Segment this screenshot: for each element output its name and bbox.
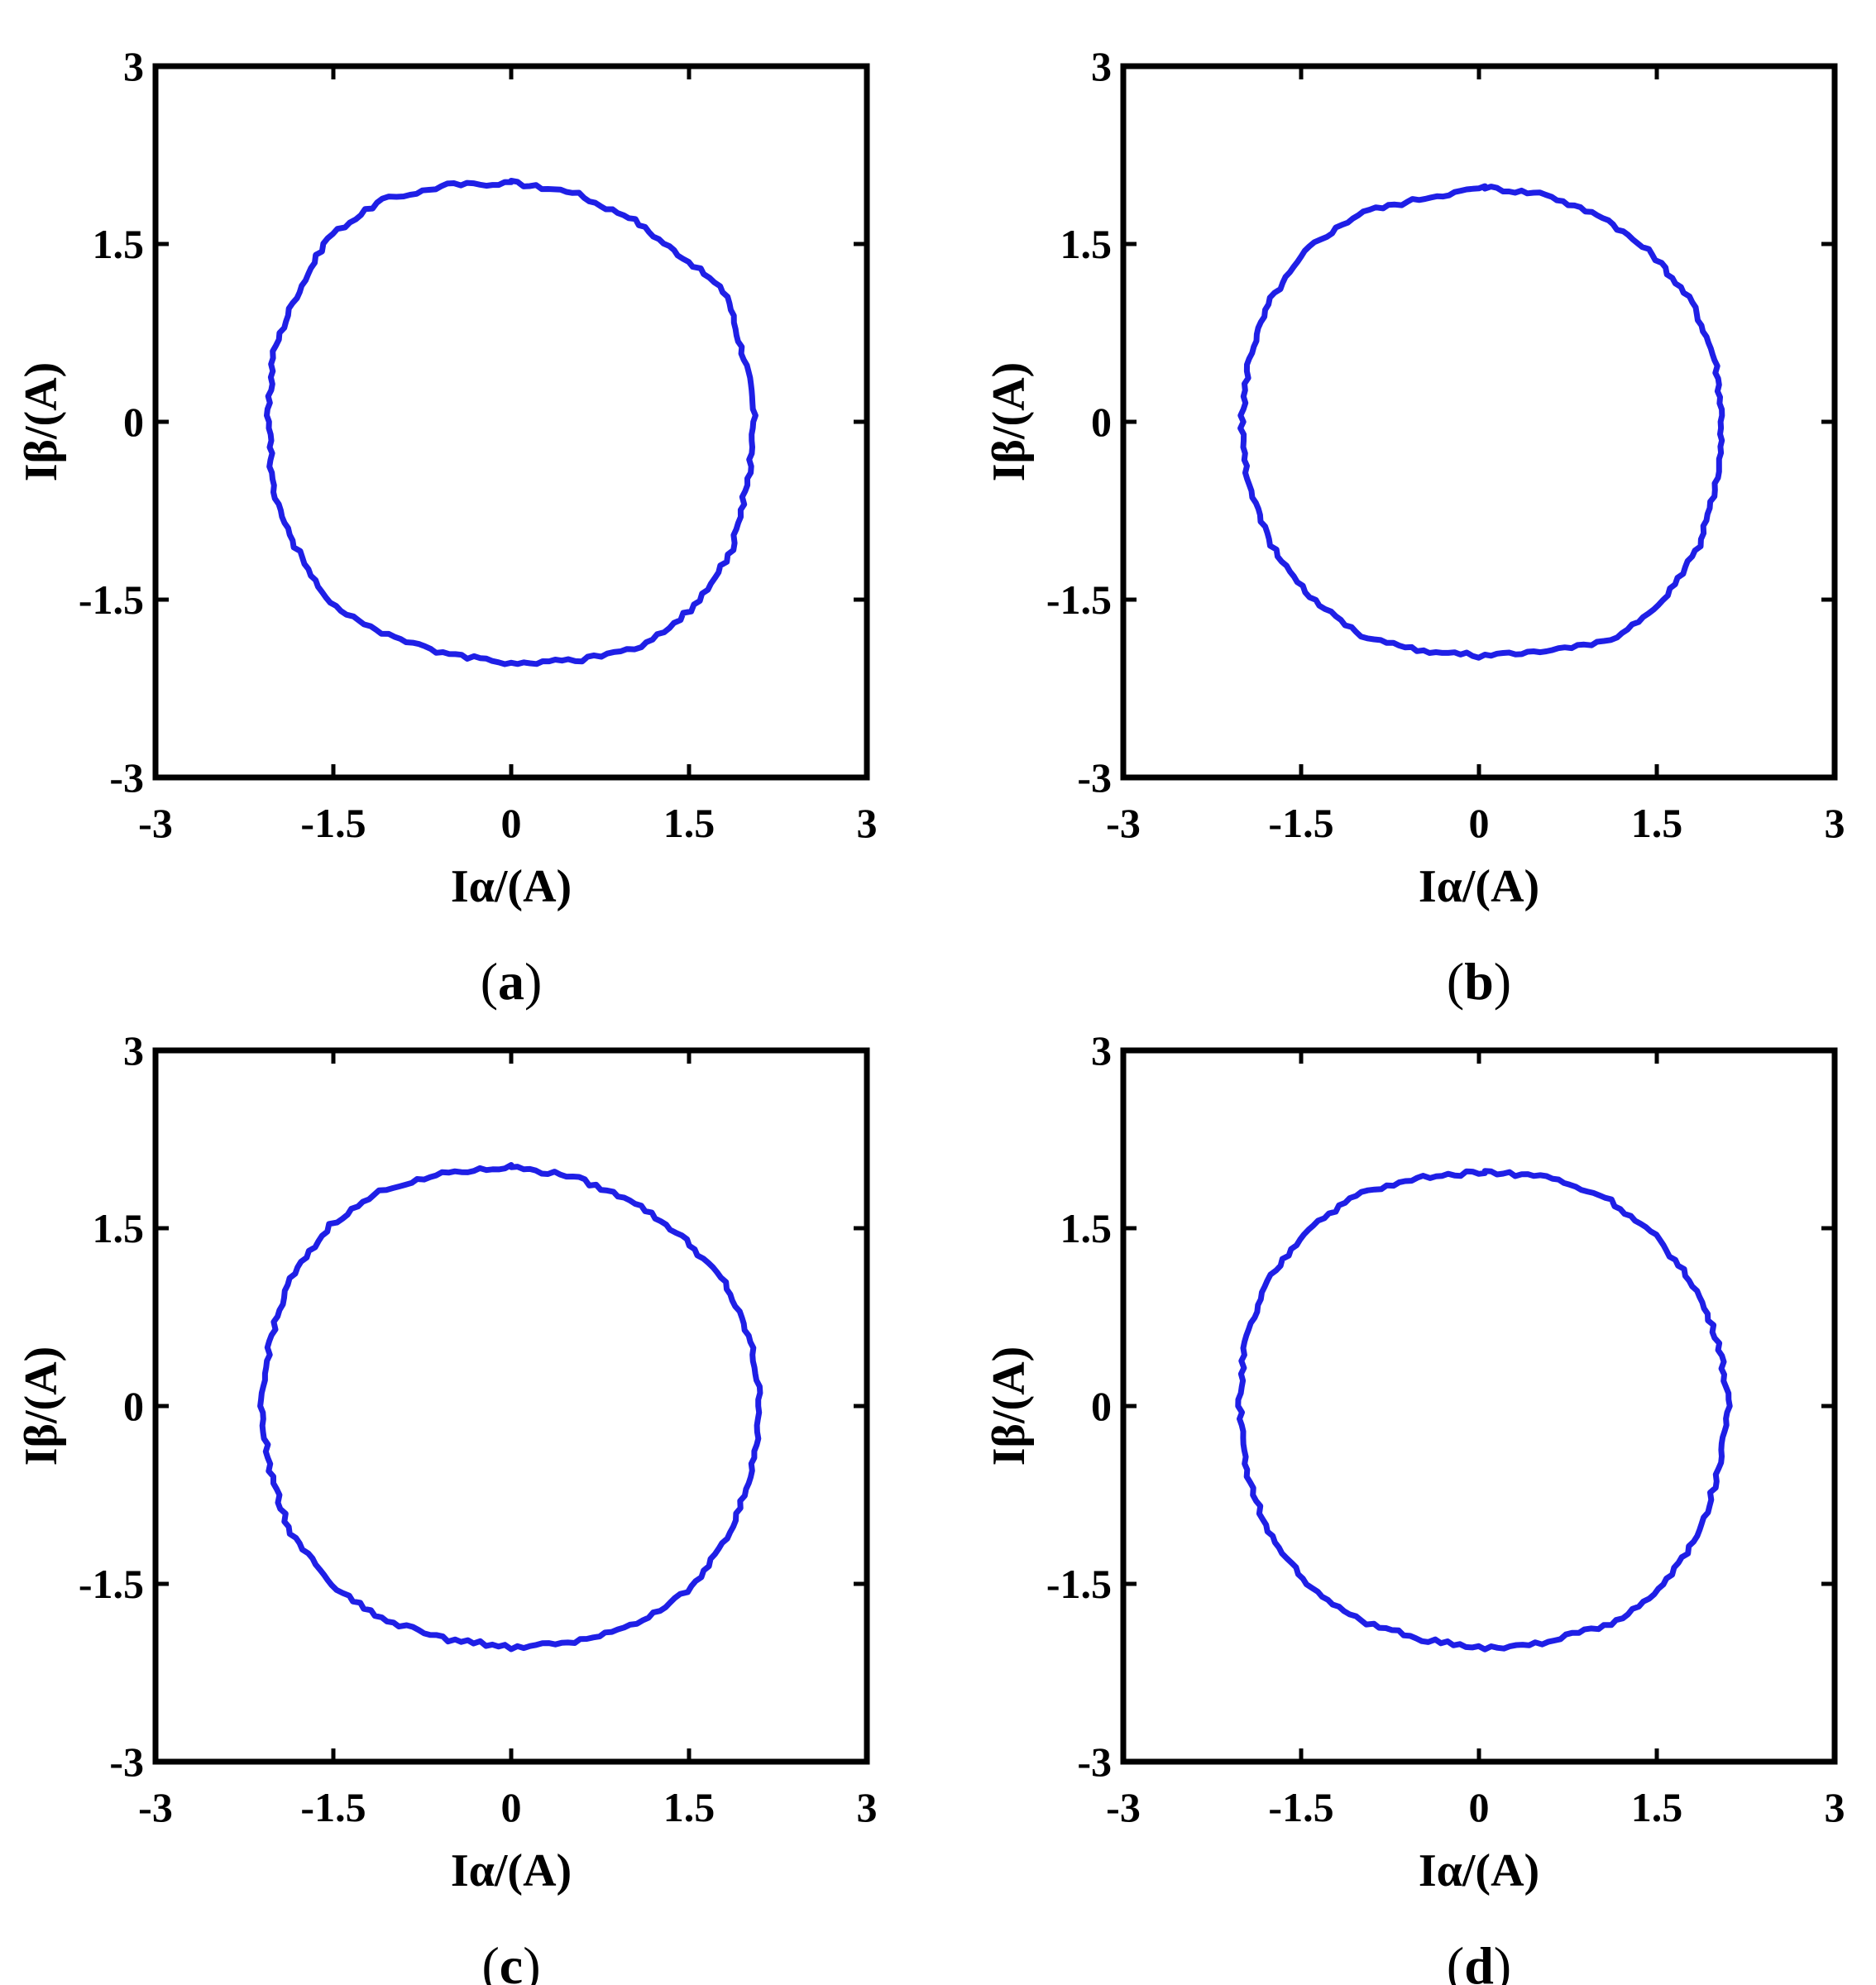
y-tick-label: -3 bbox=[109, 754, 144, 801]
series-line-c bbox=[257, 1162, 763, 1653]
x-tick-label: 0 bbox=[1469, 1784, 1490, 1830]
y-tick-label: 3 bbox=[123, 43, 144, 89]
panel-label: (a) bbox=[481, 952, 543, 1011]
x-tick-label: -1.5 bbox=[1268, 1784, 1333, 1830]
panel-d: -3 -1.5 0 1.5 3 -3 -1.5 0 1.5 3 Iα/(A) Iβ/(A) (d) bbox=[983, 1027, 1845, 1985]
y-tick-label: 1.5 bbox=[93, 221, 145, 267]
y-tick-label: 0 bbox=[1091, 1383, 1112, 1429]
x-tick-label: -3 bbox=[1106, 800, 1141, 846]
x-tick-label: -1.5 bbox=[300, 1784, 366, 1830]
y-axis-label: Iβ/(A) bbox=[983, 362, 1035, 482]
y-tick-label: -3 bbox=[1077, 1739, 1112, 1785]
x-tick-label: -1.5 bbox=[1268, 800, 1333, 846]
y-tick-label: -3 bbox=[109, 1739, 144, 1785]
series-line-d bbox=[1235, 1168, 1733, 1653]
y-axis-label: Iβ/(A) bbox=[16, 1346, 67, 1466]
x-tick-label: 3 bbox=[1825, 800, 1845, 846]
panel-label: (b) bbox=[1447, 952, 1511, 1011]
panel-a: -3 -1.5 0 1.5 3 -3 -1.5 0 1.5 3 Iα/(A) Iβ/(A) (a) bbox=[16, 43, 878, 1011]
x-tick-label: 0 bbox=[501, 1784, 522, 1830]
x-axis-label: Iα/(A) bbox=[1419, 1845, 1539, 1897]
y-tick-label: 0 bbox=[123, 399, 144, 445]
x-tick-label: 3 bbox=[857, 1784, 878, 1830]
y-tick-label: -1.5 bbox=[1046, 576, 1112, 623]
panel-c: -3 -1.5 0 1.5 3 -3 -1.5 0 1.5 3 Iα/(A) Iβ/(A) (c) bbox=[16, 1027, 878, 1985]
x-tick-label: 3 bbox=[857, 800, 878, 846]
x-tick-label: 0 bbox=[1469, 800, 1490, 846]
y-tick-label: 0 bbox=[123, 1383, 144, 1429]
y-tick-label: -1.5 bbox=[1046, 1561, 1112, 1607]
x-tick-label: 1.5 bbox=[1631, 1784, 1683, 1830]
y-tick-label: 3 bbox=[1091, 43, 1112, 89]
panel-label: (c) bbox=[481, 1936, 540, 1985]
x-axis-label: Iα/(A) bbox=[451, 861, 572, 912]
y-tick-label: -1.5 bbox=[79, 1561, 144, 1607]
y-tick-label: 1.5 bbox=[1060, 221, 1113, 267]
series-line-b bbox=[1237, 183, 1725, 661]
y-tick-label: -3 bbox=[1077, 754, 1112, 801]
x-tick-label: 1.5 bbox=[663, 800, 715, 846]
x-tick-label: -1.5 bbox=[300, 800, 366, 846]
plot-frame bbox=[152, 63, 870, 781]
x-tick-label: 0 bbox=[501, 800, 522, 846]
y-axis-label: Iβ/(A) bbox=[983, 1346, 1035, 1466]
y-tick-label: 1.5 bbox=[1060, 1205, 1113, 1251]
panel-b: -3 -1.5 0 1.5 3 -3 -1.5 0 1.5 3 Iα/(A) Iβ/(A) (b) bbox=[983, 43, 1845, 1011]
y-tick-label: 3 bbox=[1091, 1027, 1112, 1074]
x-axis-label: Iα/(A) bbox=[451, 1845, 572, 1897]
y-tick-label: 0 bbox=[1091, 399, 1112, 445]
x-tick-label: -3 bbox=[138, 800, 173, 846]
y-tick-label: 3 bbox=[123, 1027, 144, 1074]
y-axis-label: Iβ/(A) bbox=[16, 362, 67, 482]
y-tick-label: 1.5 bbox=[93, 1205, 145, 1251]
series-line-a bbox=[264, 178, 759, 667]
x-tick-label: 1.5 bbox=[663, 1784, 715, 1830]
plot-frame bbox=[1120, 63, 1838, 781]
x-axis-label: Iα/(A) bbox=[1419, 861, 1539, 912]
x-tick-label: -3 bbox=[1106, 1784, 1141, 1830]
x-tick-label: 1.5 bbox=[1631, 800, 1683, 846]
x-tick-label: -3 bbox=[138, 1784, 173, 1830]
y-tick-label: -1.5 bbox=[79, 576, 144, 623]
x-tick-label: 3 bbox=[1825, 1784, 1845, 1830]
panel-label: (d) bbox=[1447, 1936, 1511, 1985]
